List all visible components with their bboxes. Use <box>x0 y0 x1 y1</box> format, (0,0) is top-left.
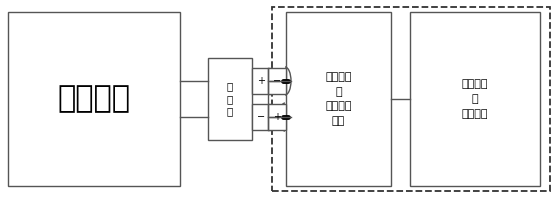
Bar <box>268 68 286 94</box>
Text: +: + <box>273 112 281 122</box>
Text: 数据处理
及
显示单元: 数据处理 及 显示单元 <box>462 79 488 119</box>
Bar <box>252 104 270 130</box>
Bar <box>410 12 540 186</box>
Text: −: − <box>273 76 281 86</box>
Text: +: + <box>257 76 265 86</box>
Bar <box>286 12 391 186</box>
Bar <box>252 68 270 94</box>
Text: −: − <box>257 112 265 122</box>
Text: 接
线
盒: 接 线 盒 <box>227 82 233 116</box>
Bar <box>268 104 286 130</box>
Text: 光伏组件: 光伏组件 <box>57 85 130 113</box>
Bar <box>272 7 550 191</box>
Text: 模拟电源
及
采样操作
单元: 模拟电源 及 采样操作 单元 <box>325 72 352 126</box>
Bar <box>8 12 180 186</box>
Bar <box>208 58 252 140</box>
